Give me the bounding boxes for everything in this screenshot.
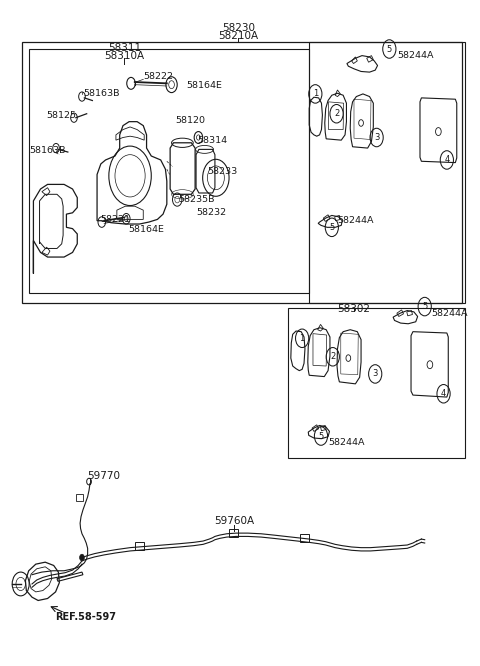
Text: 4: 4 (441, 389, 446, 398)
Text: 58233: 58233 (207, 167, 237, 176)
Text: 5: 5 (422, 302, 427, 311)
Text: 58314: 58314 (197, 136, 228, 145)
Text: 58163B: 58163B (30, 146, 66, 155)
Bar (76, 494, 84, 501)
Bar (135, 541, 144, 549)
Text: 59770: 59770 (87, 471, 120, 481)
Text: 58310A: 58310A (104, 51, 144, 61)
Text: 58163B: 58163B (83, 89, 120, 99)
Text: 58244A: 58244A (328, 438, 365, 447)
Bar (309, 43, 465, 303)
Text: 1: 1 (312, 89, 318, 99)
Text: 58302: 58302 (337, 304, 371, 314)
Text: 1: 1 (300, 334, 305, 343)
Text: 58164E: 58164E (128, 226, 164, 234)
Text: 58232: 58232 (196, 208, 227, 217)
Text: 58120: 58120 (175, 116, 205, 125)
Text: 2: 2 (334, 109, 339, 119)
Text: 58235B: 58235B (179, 195, 215, 204)
Bar (300, 534, 309, 542)
Text: 58164E: 58164E (187, 81, 223, 91)
Bar (29, 49, 309, 294)
Text: 58210A: 58210A (218, 31, 259, 41)
Text: 59760A: 59760A (214, 516, 254, 526)
Bar (22, 43, 462, 303)
Text: 58311: 58311 (108, 43, 141, 53)
Text: 5: 5 (387, 45, 392, 53)
Text: 3: 3 (372, 370, 378, 378)
Text: 58244A: 58244A (432, 308, 468, 318)
Text: 5: 5 (318, 432, 324, 440)
Text: 58221: 58221 (100, 215, 130, 224)
Text: 58125: 58125 (46, 111, 76, 120)
Bar (288, 308, 465, 458)
Text: 5: 5 (329, 223, 335, 232)
Text: 3: 3 (374, 133, 379, 142)
Text: 58244A: 58244A (337, 216, 374, 225)
Text: 58244A: 58244A (397, 51, 433, 60)
Text: REF.58-597: REF.58-597 (55, 612, 116, 622)
Text: 58222: 58222 (143, 72, 173, 81)
Text: 2: 2 (330, 352, 336, 361)
Text: 4: 4 (444, 155, 449, 165)
Bar (229, 529, 239, 537)
Text: 58230: 58230 (222, 23, 255, 33)
Circle shape (80, 554, 84, 561)
